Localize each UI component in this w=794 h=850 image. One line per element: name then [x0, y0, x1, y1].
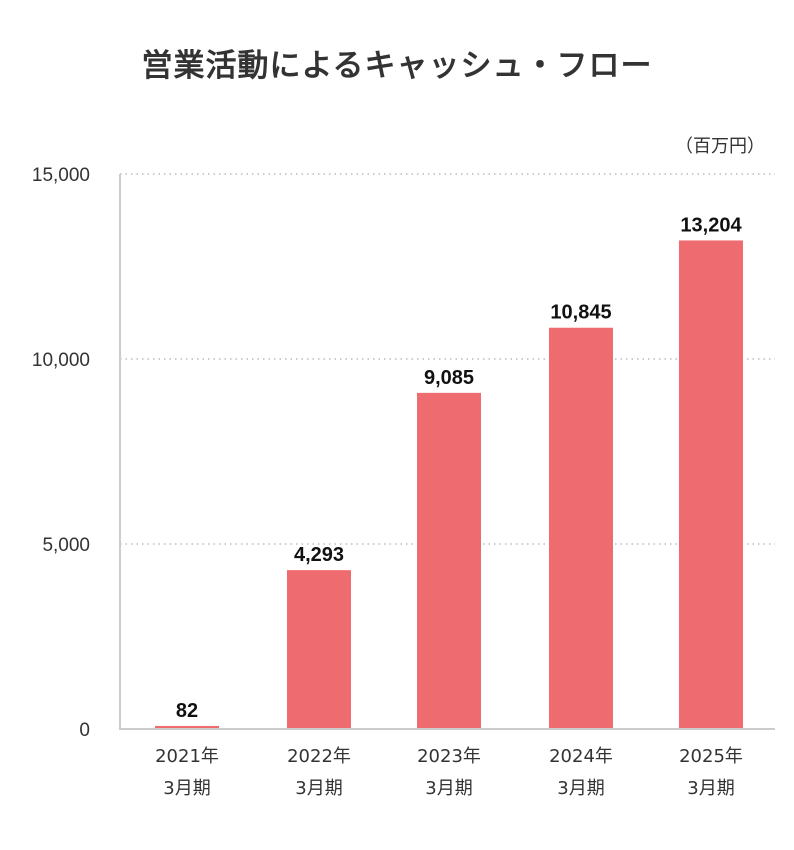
x-tick-label: 2025年	[679, 746, 743, 767]
data-label: 13,204	[680, 214, 742, 236]
x-tick-label: 2022年	[287, 746, 351, 767]
data-label: 10,845	[550, 302, 611, 324]
data-label: 9,085	[424, 367, 474, 389]
chart-title: 営業活動によるキャッシュ・フロー	[141, 48, 653, 84]
x-tick-label: 3月期	[295, 778, 342, 799]
bar	[417, 392, 481, 729]
bar	[155, 725, 219, 729]
x-tick-label: 3月期	[687, 778, 734, 799]
x-tick-label: 3月期	[163, 778, 210, 799]
y-tick-label: 10,000	[32, 350, 90, 371]
data-label: 82	[176, 700, 198, 722]
bar	[549, 327, 613, 729]
x-tick-label: 3月期	[557, 778, 604, 799]
y-tick-label: 0	[79, 720, 90, 741]
bar	[679, 240, 743, 729]
x-tick-label: 2021年	[155, 746, 219, 767]
y-tick-label: 5,000	[42, 535, 90, 556]
x-tick-label: 2024年	[549, 746, 613, 767]
unit-label: （百万円）	[675, 136, 765, 157]
bar	[287, 570, 351, 729]
x-tick-label: 3月期	[425, 778, 472, 799]
x-tick-label: 2023年	[417, 746, 481, 767]
y-tick-label: 15,000	[32, 165, 90, 186]
data-label: 4,293	[294, 544, 344, 566]
